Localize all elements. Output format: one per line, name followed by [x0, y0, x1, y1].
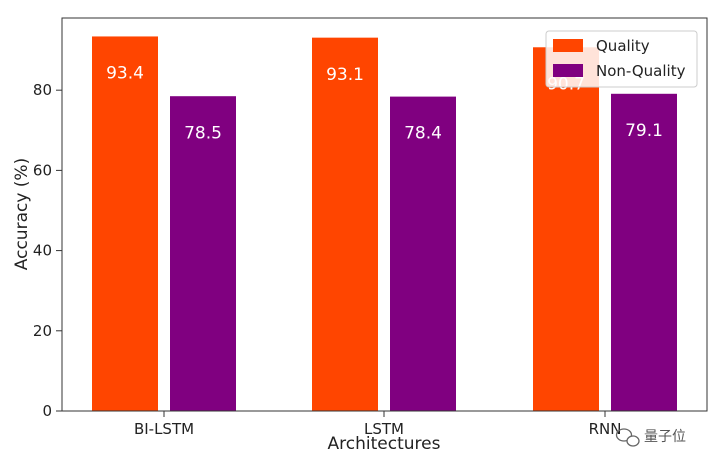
data-label-non-quality-lstm: 78.4: [404, 124, 442, 144]
legend-label-quality: Quality: [596, 37, 650, 55]
bar-non-quality-bi-lstm: [170, 96, 236, 412]
watermark: 量子位: [615, 428, 686, 447]
y-tick-label: 40: [33, 242, 52, 260]
bars-group: [92, 36, 677, 412]
bar-non-quality-lstm: [390, 96, 456, 411]
x-tick-label-bi-lstm: BI-LSTM: [134, 420, 194, 438]
y-axis-ticks: 0 20 40 60 80: [33, 81, 62, 420]
legend-label-non-quality: Non-Quality: [596, 62, 686, 80]
data-label-non-quality-bi-lstm: 78.5: [184, 123, 222, 143]
legend-swatch-non-quality: [553, 64, 583, 77]
bar-non-quality-rnn: [611, 93, 677, 412]
y-axis-label: Accuracy (%): [12, 158, 32, 270]
x-tick-label-rnn: RNN: [589, 420, 622, 438]
x-tick-label-lstm: LSTM: [364, 420, 404, 438]
legend-frame: [545, 30, 698, 88]
wechat-icon: [615, 428, 640, 447]
bar-quality-rnn: [533, 47, 599, 412]
y-tick-label: 0: [42, 402, 52, 420]
y-tick-label: 20: [33, 322, 52, 340]
x-axis-ticks: BI-LSTM LSTM RNN: [134, 411, 622, 438]
bar-quality-lstm: [312, 37, 378, 412]
x-axis-label: Architectures: [328, 434, 441, 454]
data-label-quality-lstm: 93.1: [326, 65, 364, 85]
data-label-quality-bi-lstm: 93.4: [106, 64, 144, 84]
data-label-non-quality-rnn: 79.1: [625, 121, 663, 141]
bar-quality-bi-lstm: [92, 36, 158, 412]
y-tick-label: 80: [33, 81, 52, 99]
legend-swatch-quality: [553, 39, 583, 52]
legend: Quality Non-Quality: [545, 30, 698, 88]
data-labels-group: 93.493.190.778.578.479.1: [106, 64, 663, 144]
watermark-text: 量子位: [644, 429, 686, 445]
y-tick-label: 60: [33, 161, 52, 179]
